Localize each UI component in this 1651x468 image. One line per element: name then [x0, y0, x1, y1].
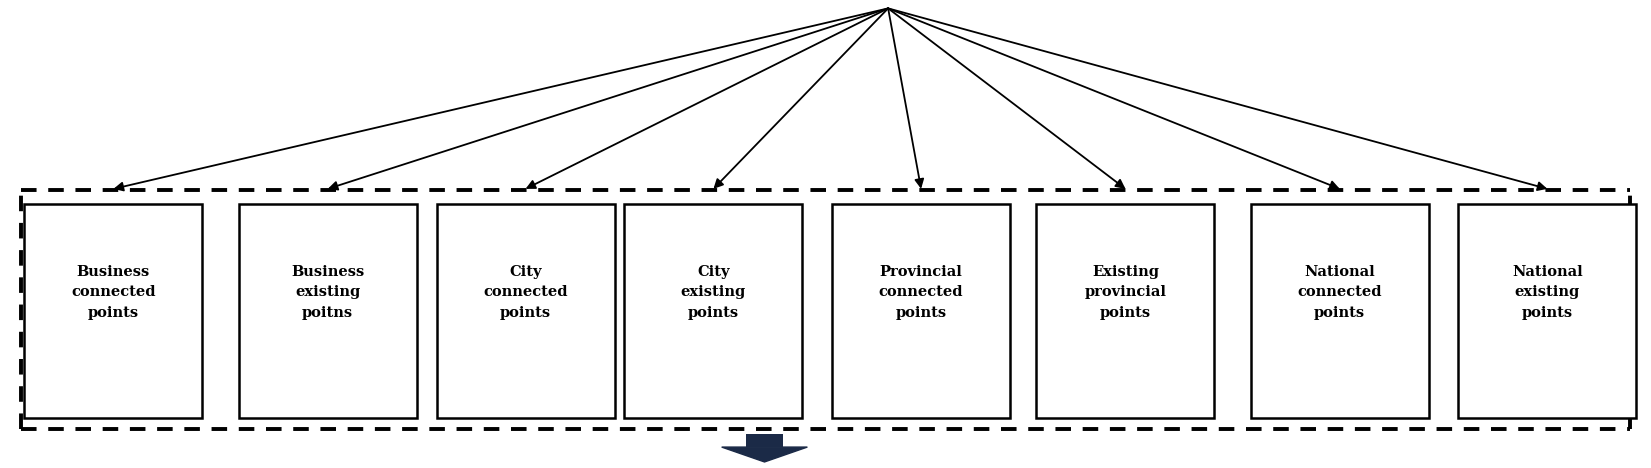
Bar: [25, 204, 203, 418]
Bar: [436, 204, 614, 418]
Text: National
connected
points: National connected points: [1298, 264, 1382, 320]
Bar: [1251, 204, 1428, 418]
Text: Business
existing
poitns: Business existing poitns: [291, 264, 365, 320]
Text: Provincial
connected
points: Provincial connected points: [878, 264, 963, 320]
Bar: [832, 204, 1010, 418]
Bar: [624, 204, 802, 418]
Text: City
connected
points: City connected points: [484, 264, 568, 320]
Text: Business
connected
points: Business connected points: [71, 264, 155, 320]
Text: National
existing
points: National existing points: [1512, 264, 1583, 320]
Bar: [239, 204, 416, 418]
Text: Existing
provincial
points: Existing provincial points: [1085, 264, 1167, 320]
Text: City
existing
points: City existing points: [680, 264, 746, 320]
Bar: [746, 434, 783, 447]
Polygon shape: [721, 447, 807, 462]
Bar: [1458, 204, 1636, 418]
Bar: [1037, 204, 1215, 418]
